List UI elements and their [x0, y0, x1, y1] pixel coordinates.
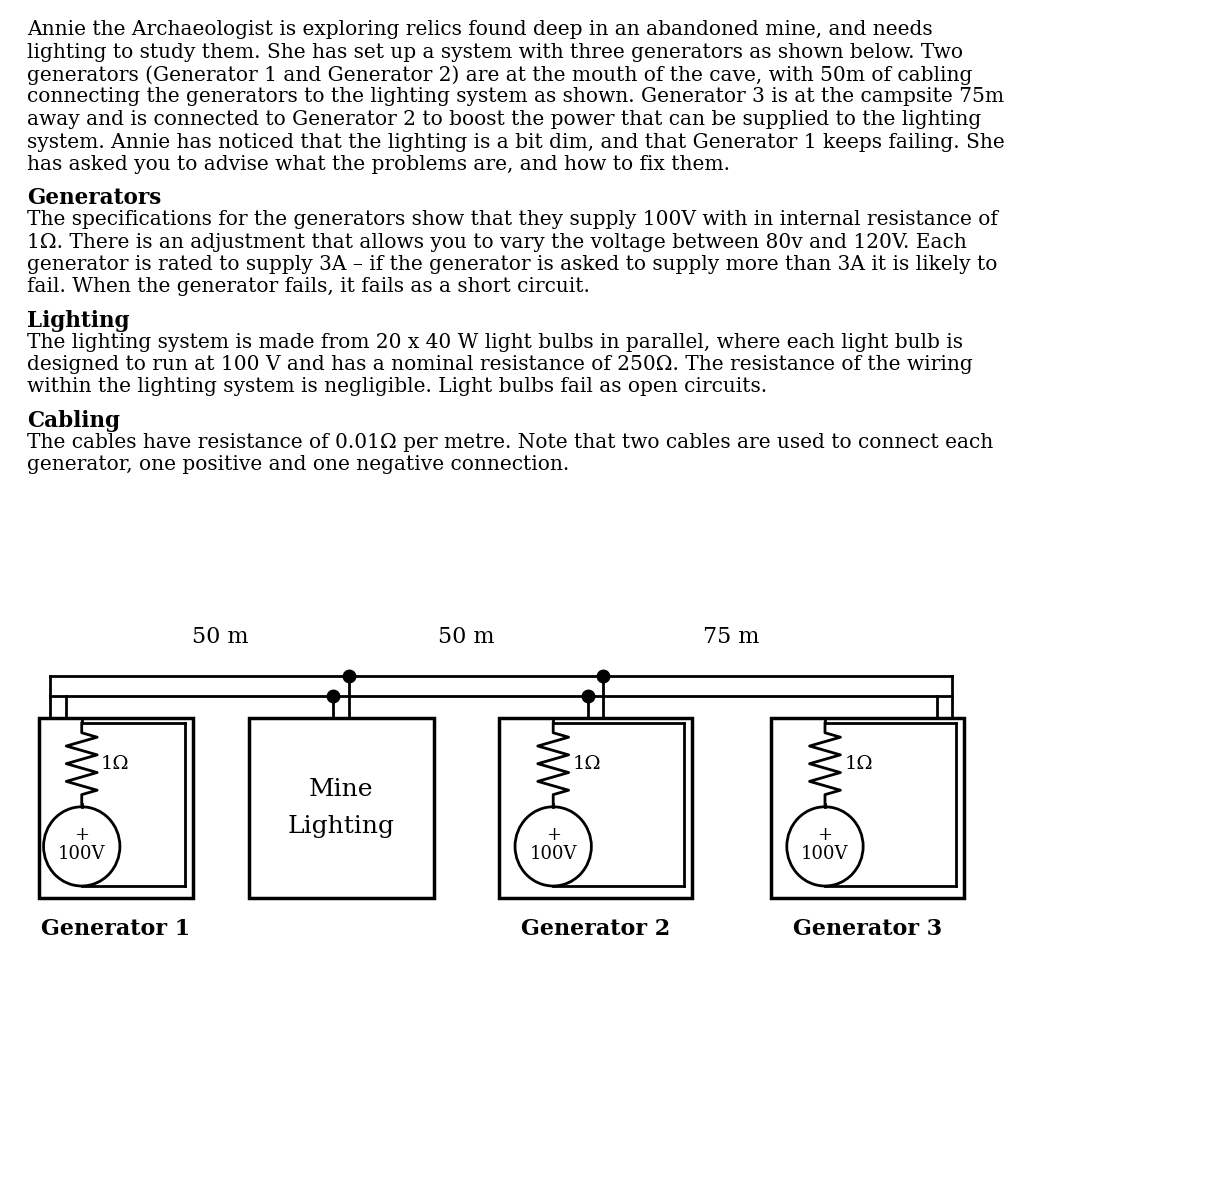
- Text: 1Ω: 1Ω: [844, 755, 873, 773]
- Text: +: +: [74, 825, 89, 843]
- Bar: [771, 718, 963, 898]
- Text: +: +: [818, 825, 833, 843]
- Text: Lighting: Lighting: [27, 310, 129, 332]
- Text: system. Annie has noticed that the lighting is a bit dim, and that Generator 1 k: system. Annie has noticed that the light…: [27, 133, 1005, 151]
- Text: The specifications for the generators show that they supply 100V with in interna: The specifications for the generators sh…: [27, 210, 998, 229]
- Text: 50 m: 50 m: [192, 627, 249, 648]
- Text: 1Ω: 1Ω: [101, 755, 129, 773]
- Text: fail. When the generator fails, it fails as a short circuit.: fail. When the generator fails, it fails…: [27, 278, 590, 296]
- Text: 75 m: 75 m: [703, 627, 760, 648]
- Bar: [499, 718, 692, 898]
- Text: Generator 3: Generator 3: [793, 918, 942, 940]
- Text: Generators: Generators: [27, 188, 161, 210]
- Text: has asked you to advise what the problems are, and how to fix them.: has asked you to advise what the problem…: [27, 155, 731, 174]
- Text: 100V: 100V: [58, 846, 106, 864]
- Text: Annie the Archaeologist is exploring relics found deep in an abandoned mine, and: Annie the Archaeologist is exploring rel…: [27, 20, 933, 40]
- Text: The lighting system is made from 20 x 40 W light bulbs in parallel, where each l: The lighting system is made from 20 x 40…: [27, 333, 963, 351]
- Text: 1Ω: 1Ω: [573, 755, 601, 773]
- Bar: [249, 718, 434, 898]
- Text: 100V: 100V: [801, 846, 849, 864]
- Text: within the lighting system is negligible. Light bulbs fail as open circuits.: within the lighting system is negligible…: [27, 377, 768, 397]
- Text: generator is rated to supply 3A – if the generator is asked to supply more than : generator is rated to supply 3A – if the…: [27, 255, 998, 274]
- Text: lighting to study them. She has set up a system with three generators as shown b: lighting to study them. She has set up a…: [27, 42, 963, 61]
- Text: designed to run at 100 V and has a nominal resistance of 250Ω. The resistance of: designed to run at 100 V and has a nomin…: [27, 355, 973, 374]
- Text: connecting the generators to the lighting system as shown. Generator 3 is at the: connecting the generators to the lightin…: [27, 87, 1004, 107]
- Text: Cabling: Cabling: [27, 410, 120, 432]
- Text: 50 m: 50 m: [439, 627, 495, 648]
- Bar: [38, 718, 192, 898]
- Text: Lighting: Lighting: [287, 815, 394, 837]
- Text: +: +: [546, 825, 561, 843]
- Text: generator, one positive and one negative connection.: generator, one positive and one negative…: [27, 455, 569, 474]
- Text: Generator 2: Generator 2: [521, 918, 670, 940]
- Text: away and is connected to Generator 2 to boost the power that can be supplied to : away and is connected to Generator 2 to …: [27, 110, 981, 129]
- Text: Mine: Mine: [309, 779, 373, 801]
- Text: Generator 1: Generator 1: [41, 918, 190, 940]
- Text: 1Ω. There is an adjustment that allows you to vary the voltage between 80v and 1: 1Ω. There is an adjustment that allows y…: [27, 232, 967, 252]
- Text: generators (Generator 1 and Generator 2) are at the mouth of the cave, with 50m : generators (Generator 1 and Generator 2)…: [27, 65, 972, 85]
- Text: The cables have resistance of 0.01Ω per metre. Note that two cables are used to : The cables have resistance of 0.01Ω per …: [27, 432, 993, 452]
- Text: 100V: 100V: [530, 846, 577, 864]
